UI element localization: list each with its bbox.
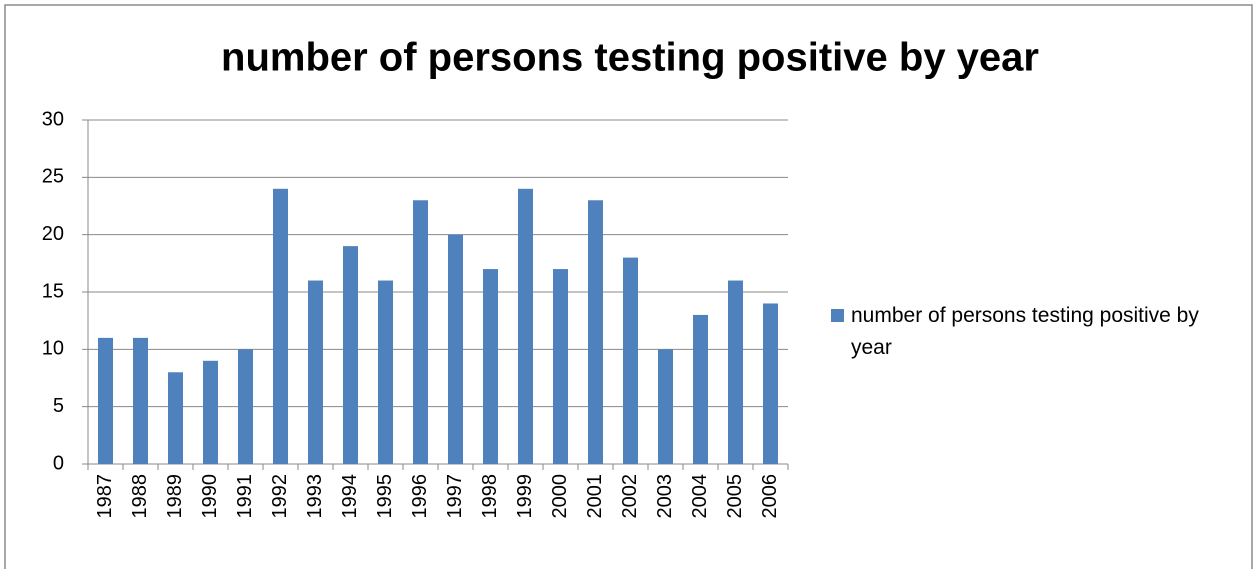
bar bbox=[238, 349, 253, 464]
bar bbox=[518, 188, 533, 465]
bar bbox=[658, 349, 673, 464]
x-tick-label: 1999 bbox=[514, 474, 536, 519]
x-tick-label: 1992 bbox=[269, 474, 291, 519]
bar bbox=[203, 360, 218, 464]
x-tick-label: 2004 bbox=[689, 474, 711, 519]
bar bbox=[483, 269, 498, 464]
bar bbox=[693, 314, 708, 464]
bar bbox=[378, 280, 393, 464]
x-tick-label: 1989 bbox=[164, 474, 186, 519]
bar bbox=[308, 280, 323, 464]
x-tick-label: 1991 bbox=[234, 474, 256, 519]
x-tick-label: 1995 bbox=[374, 474, 396, 519]
bar bbox=[623, 257, 638, 464]
bar bbox=[763, 303, 778, 464]
bar bbox=[728, 280, 743, 464]
x-tick-label: 1998 bbox=[479, 474, 501, 519]
y-tick-label: 5 bbox=[53, 395, 64, 417]
y-tick-label: 20 bbox=[42, 223, 64, 245]
x-tick-label: 2002 bbox=[619, 474, 641, 519]
bar bbox=[98, 337, 113, 464]
bar bbox=[273, 188, 288, 465]
x-tick-label: 2000 bbox=[549, 474, 571, 519]
x-tick-label: 1994 bbox=[339, 474, 361, 519]
y-tick-label: 15 bbox=[42, 280, 64, 302]
x-tick-label: 2006 bbox=[759, 474, 781, 519]
chart-title: number of persons testing positive by ye… bbox=[221, 36, 1039, 80]
x-tick-label: 2003 bbox=[654, 474, 676, 519]
x-tick-label: 1990 bbox=[199, 474, 221, 519]
x-tick-label: 1988 bbox=[129, 474, 151, 519]
y-tick-label: 10 bbox=[42, 338, 64, 360]
y-tick-label: 25 bbox=[42, 166, 64, 188]
bar bbox=[343, 246, 358, 464]
x-tick-label: 1993 bbox=[304, 474, 326, 519]
bar bbox=[133, 337, 148, 464]
x-tick-label: 1996 bbox=[409, 474, 431, 519]
x-tick-label: 1997 bbox=[444, 474, 466, 519]
x-tick-label: 2001 bbox=[584, 474, 606, 519]
bar bbox=[413, 200, 428, 464]
bar bbox=[168, 372, 183, 464]
legend-label: number of persons testing positive by ye… bbox=[851, 304, 1199, 359]
bar bbox=[553, 269, 568, 464]
chart-frame bbox=[4, 4, 1253, 569]
bar bbox=[588, 200, 603, 464]
x-tick-label: 1987 bbox=[94, 474, 116, 519]
y-tick-label: 0 bbox=[53, 452, 64, 474]
bar bbox=[448, 234, 463, 464]
y-tick-label: 30 bbox=[42, 108, 64, 130]
x-tick-label: 2005 bbox=[724, 474, 746, 519]
legend-swatch bbox=[831, 309, 844, 322]
